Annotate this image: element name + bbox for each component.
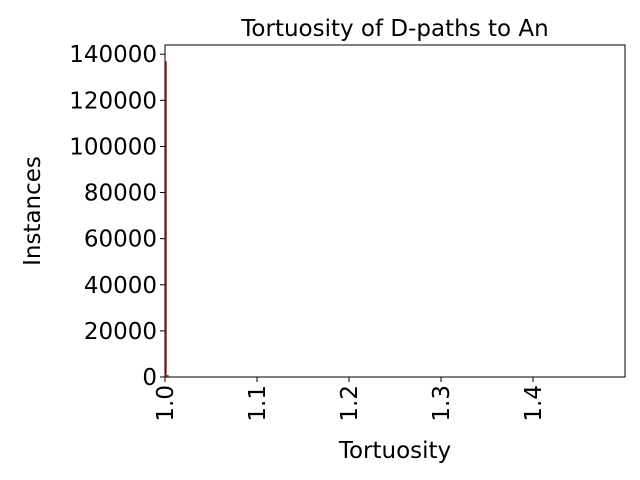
y-tick-label: 20000 bbox=[84, 319, 157, 345]
x-tick-label: 1.3 bbox=[429, 385, 455, 422]
plot-frame bbox=[164, 44, 626, 378]
histogram-bar bbox=[165, 61, 167, 378]
y-tick-label: 80000 bbox=[84, 181, 157, 207]
bars-group bbox=[165, 61, 171, 378]
x-axis-label: Tortuosity bbox=[338, 438, 451, 464]
y-tick-label: 100000 bbox=[69, 134, 157, 160]
x-axis: 1.0 1.1 1.2 1.3 1.4 bbox=[153, 377, 547, 422]
x-tick-label: 1.4 bbox=[521, 385, 547, 422]
y-tick-label: 0 bbox=[142, 365, 157, 391]
y-tick-label: 140000 bbox=[69, 42, 157, 68]
x-tick-label: 1.0 bbox=[153, 385, 179, 422]
chart-title: Tortuosity of D-paths to An bbox=[240, 16, 548, 42]
histogram-bar bbox=[166, 374, 169, 377]
x-tick-label: 1.1 bbox=[245, 385, 271, 422]
y-tick-label: 60000 bbox=[84, 227, 157, 253]
x-tick-label: 1.2 bbox=[337, 385, 363, 422]
y-tick-label: 40000 bbox=[84, 273, 157, 299]
y-axis: 0 20000 40000 60000 80000 100000 120000 140000 bbox=[69, 42, 165, 391]
y-tick-label: 120000 bbox=[69, 88, 157, 114]
y-axis-label: Instances bbox=[20, 156, 46, 266]
